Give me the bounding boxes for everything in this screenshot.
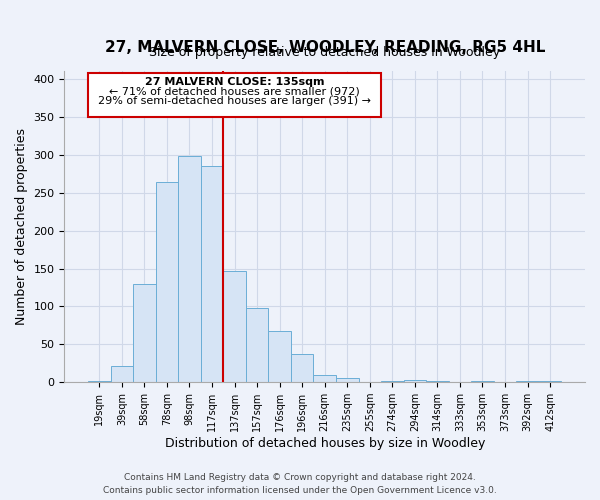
Bar	[471, 380, 494, 382]
FancyBboxPatch shape	[88, 73, 381, 117]
Y-axis label: Number of detached properties: Number of detached properties	[15, 128, 28, 326]
Bar	[88, 380, 110, 382]
Bar	[404, 380, 426, 382]
X-axis label: Distribution of detached houses by size in Woodley: Distribution of detached houses by size …	[164, 437, 485, 450]
Bar	[426, 380, 449, 382]
Bar	[201, 166, 223, 382]
Bar	[133, 284, 155, 382]
Bar	[155, 182, 178, 382]
Bar	[268, 332, 291, 382]
Bar	[223, 271, 246, 382]
Text: ← 71% of detached houses are smaller (972): ← 71% of detached houses are smaller (97…	[109, 86, 360, 97]
Text: 29% of semi-detached houses are larger (391) →: 29% of semi-detached houses are larger (…	[98, 96, 371, 106]
Bar	[178, 156, 201, 382]
Bar	[110, 366, 133, 382]
Bar	[381, 380, 404, 382]
Text: Size of property relative to detached houses in Woodley: Size of property relative to detached ho…	[149, 46, 500, 59]
Title: 27, MALVERN CLOSE, WOODLEY, READING, RG5 4HL: 27, MALVERN CLOSE, WOODLEY, READING, RG5…	[104, 40, 545, 55]
Text: 27 MALVERN CLOSE: 135sqm: 27 MALVERN CLOSE: 135sqm	[145, 77, 325, 87]
Bar	[313, 376, 336, 382]
Text: Contains HM Land Registry data © Crown copyright and database right 2024.
Contai: Contains HM Land Registry data © Crown c…	[103, 474, 497, 495]
Bar	[336, 378, 359, 382]
Bar	[539, 380, 562, 382]
Bar	[291, 354, 313, 382]
Bar	[246, 308, 268, 382]
Bar	[516, 380, 539, 382]
